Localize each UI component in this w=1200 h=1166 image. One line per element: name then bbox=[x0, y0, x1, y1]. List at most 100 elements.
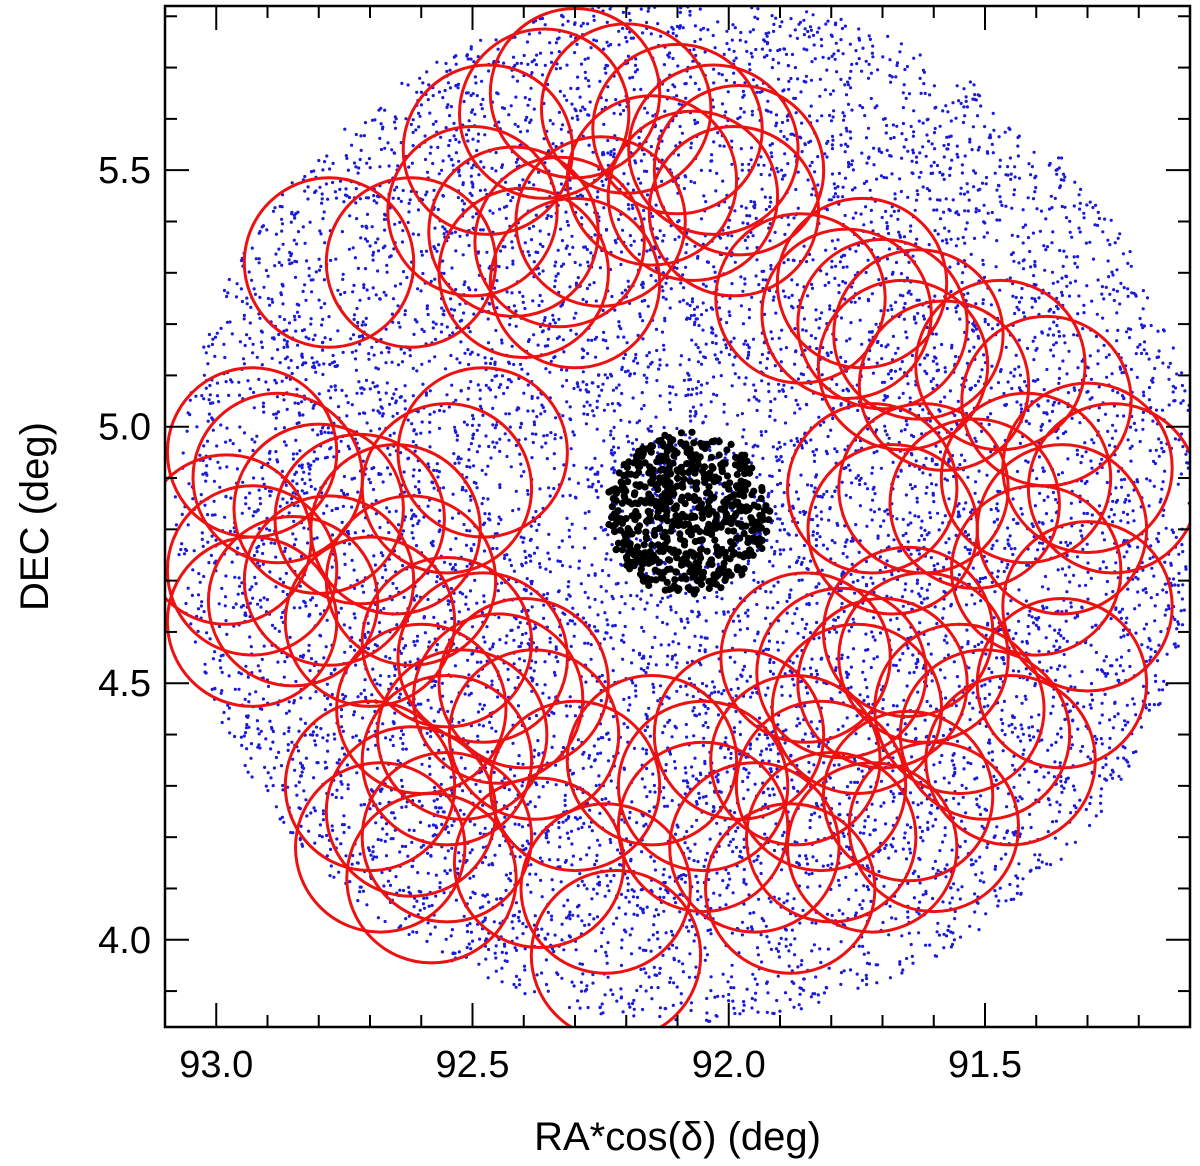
field-star-point bbox=[756, 444, 760, 448]
field-star-point bbox=[535, 646, 539, 650]
field-star-point bbox=[945, 135, 949, 139]
field-star-point bbox=[339, 774, 343, 778]
field-star-point bbox=[890, 75, 894, 79]
field-star-point bbox=[766, 99, 770, 103]
field-star-point bbox=[1157, 454, 1161, 458]
field-star-point bbox=[438, 508, 442, 512]
field-star-point bbox=[959, 192, 963, 196]
field-star-point bbox=[357, 412, 362, 416]
field-star-point bbox=[798, 510, 802, 514]
field-star-point bbox=[916, 803, 920, 807]
field-star-point bbox=[335, 788, 339, 792]
field-star-point bbox=[437, 172, 441, 176]
field-star-point bbox=[613, 459, 617, 463]
field-star-point bbox=[900, 132, 904, 136]
field-star-point bbox=[1077, 294, 1081, 298]
field-star-point bbox=[639, 87, 643, 91]
field-star-point bbox=[717, 72, 721, 76]
field-star-point bbox=[541, 785, 545, 789]
field-star-point bbox=[552, 486, 556, 491]
field-star-point bbox=[849, 780, 853, 784]
field-star-point bbox=[922, 597, 926, 601]
field-star-point bbox=[883, 429, 888, 433]
field-star-point bbox=[844, 540, 848, 544]
field-star-point bbox=[498, 207, 502, 211]
field-star-point bbox=[242, 734, 246, 738]
field-star-point bbox=[1044, 511, 1049, 516]
field-star-point bbox=[257, 488, 261, 492]
field-star-point bbox=[378, 630, 382, 634]
field-star-point bbox=[530, 60, 534, 64]
field-star-point bbox=[508, 558, 512, 562]
field-star-point bbox=[547, 232, 551, 236]
field-star-point bbox=[1157, 643, 1161, 647]
field-star-point bbox=[928, 516, 933, 520]
field-star-point bbox=[291, 491, 295, 495]
field-star-point bbox=[487, 863, 491, 867]
field-star-point bbox=[207, 344, 211, 348]
field-star-point bbox=[322, 362, 326, 366]
field-star-point bbox=[830, 538, 834, 543]
field-star-point bbox=[941, 840, 945, 844]
field-star-point bbox=[390, 312, 394, 316]
field-star-point bbox=[674, 610, 678, 615]
field-star-point bbox=[889, 618, 893, 622]
field-star-point bbox=[689, 1008, 693, 1013]
field-star-point bbox=[1057, 330, 1061, 334]
field-star-point bbox=[341, 272, 345, 276]
field-star-point bbox=[572, 316, 576, 320]
field-star-point bbox=[1082, 511, 1086, 515]
field-star-point bbox=[1017, 338, 1021, 342]
field-star-point bbox=[381, 827, 385, 831]
field-star-point bbox=[330, 692, 334, 697]
field-star-point bbox=[404, 805, 408, 809]
field-star-point bbox=[948, 901, 952, 905]
field-star-point bbox=[961, 120, 966, 125]
field-star-point bbox=[468, 589, 473, 593]
field-star-point bbox=[869, 208, 874, 212]
field-star-point bbox=[277, 332, 281, 337]
field-star-point bbox=[520, 825, 525, 829]
field-star-point bbox=[742, 110, 746, 114]
field-star-point bbox=[965, 182, 969, 186]
field-star-point bbox=[441, 194, 445, 198]
field-star-point bbox=[641, 31, 645, 35]
field-star-point bbox=[1114, 486, 1118, 490]
field-star-point bbox=[455, 438, 459, 442]
field-star-point bbox=[533, 914, 537, 918]
field-star-point bbox=[571, 545, 575, 549]
field-star-point bbox=[938, 124, 942, 128]
field-star-point bbox=[604, 98, 609, 102]
field-star-point bbox=[388, 453, 392, 457]
field-star-point bbox=[511, 55, 516, 59]
field-star-point bbox=[1145, 477, 1149, 481]
field-star-point bbox=[565, 63, 569, 67]
field-star-point bbox=[890, 172, 894, 176]
field-star-point bbox=[1154, 679, 1158, 684]
field-star-point bbox=[786, 162, 790, 166]
field-star-point bbox=[1194, 441, 1197, 444]
field-star-point bbox=[521, 932, 525, 936]
field-star-point bbox=[909, 521, 913, 525]
field-star-point bbox=[523, 992, 527, 996]
field-star-point bbox=[229, 378, 233, 382]
field-star-point bbox=[1088, 703, 1092, 707]
field-star-point bbox=[514, 974, 519, 979]
field-star-point bbox=[722, 410, 726, 414]
field-star-point bbox=[213, 335, 218, 339]
field-star-point bbox=[770, 142, 775, 146]
field-star-point bbox=[535, 528, 539, 533]
field-star-point bbox=[298, 807, 302, 811]
field-star-point bbox=[1096, 418, 1100, 422]
field-star-point bbox=[576, 914, 580, 918]
field-star-point bbox=[439, 135, 443, 139]
field-star-point bbox=[398, 220, 402, 224]
field-star-point bbox=[358, 852, 362, 856]
field-star-point bbox=[233, 575, 237, 579]
field-star-point bbox=[1110, 776, 1115, 780]
field-star-point bbox=[469, 45, 473, 49]
field-star-point bbox=[1006, 165, 1010, 169]
field-star-point bbox=[561, 384, 565, 388]
field-star-point bbox=[687, 378, 691, 382]
field-star-point bbox=[652, 690, 656, 694]
